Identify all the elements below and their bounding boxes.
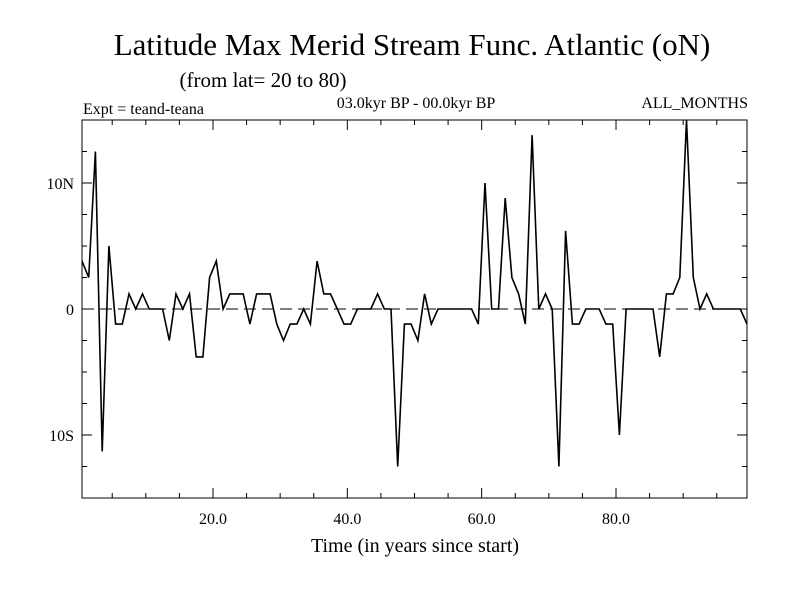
y-tick-label: 10N <box>46 176 74 193</box>
y-tick-label: 10S <box>49 428 74 445</box>
chart-title: Latitude Max Merid Stream Func. Atlantic… <box>114 27 711 62</box>
chart-subtitle: (from lat= 20 to 80) <box>180 68 347 92</box>
period-label: 03.0kyr BP - 00.0kyr BP <box>337 95 496 112</box>
x-tick-label: 40.0 <box>333 511 361 528</box>
x-tick-label: 60.0 <box>468 511 496 528</box>
months-label: ALL_MONTHS <box>641 95 748 112</box>
experiment-label: Expt = teand-teana <box>83 101 204 118</box>
x-tick-label: 80.0 <box>602 511 630 528</box>
plot-area: 20.0 40.0 60.0 80.0 10S 0 10N <box>46 119 748 528</box>
series-line <box>81 119 748 467</box>
x-tick-label: 20.0 <box>199 511 227 528</box>
y-tick-label: 0 <box>66 302 74 319</box>
x-axis-label: Time (in years since start) <box>311 535 519 557</box>
